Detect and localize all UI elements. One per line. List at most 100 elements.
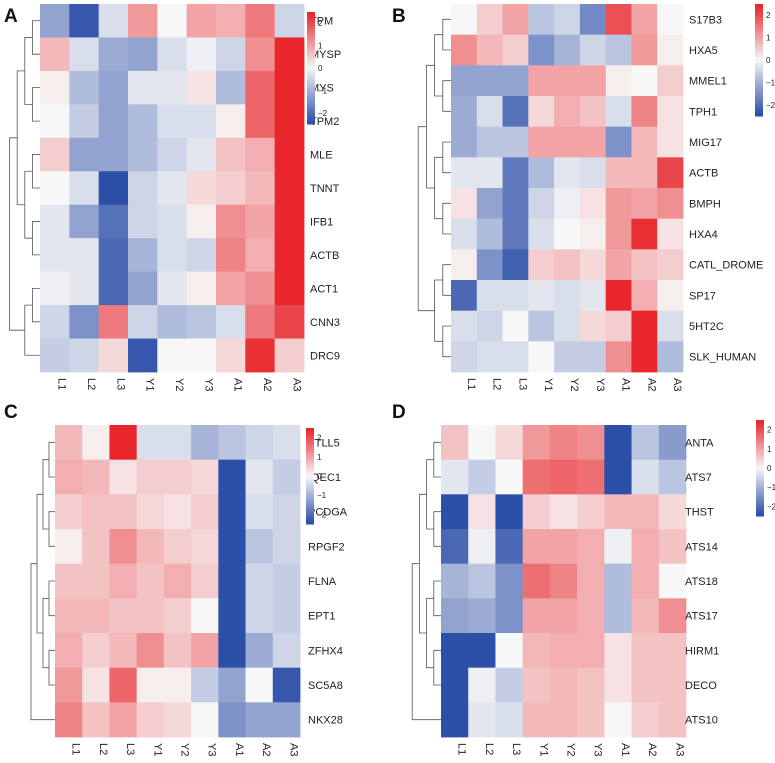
heatmap-cell [40,338,70,373]
panel-a: A TPM MYSP MYS TPM2 MLE TNNT IFB1 ACTB ACT1 CNN3 DR… [4,4,341,391]
legend-swatch [756,484,764,488]
heatmap-cell [522,598,551,634]
legend-swatch [306,435,314,439]
legend-swatch [306,437,314,441]
legend-swatch [306,478,314,482]
heatmap-cell [554,126,581,158]
legend-swatch [756,439,764,443]
heatmap-cell [476,157,503,189]
dendrogram-branch [24,170,33,239]
heatmap-cell [40,4,70,38]
legend-swatch [755,34,763,39]
dendrogram-branch [434,156,443,220]
heatmap-cell [136,459,165,495]
heatmap-cell [441,529,469,565]
legend-swatch [755,51,763,55]
heatmap-cell [98,204,129,239]
row-label: ATS18 [685,576,718,588]
heatmap-cell [441,598,469,634]
column-label: A1 [232,378,244,391]
legend-swatch [307,98,315,103]
heatmap-cell [528,157,555,189]
column-label: L3 [124,743,136,755]
dendrogram-branch [417,126,435,312]
legend-swatch [306,468,314,472]
legend-swatch [307,14,315,19]
column-label: Y1 [151,743,163,756]
heatmap-cell [245,702,274,738]
legend-swatch [306,502,314,506]
row-label: NKX28 [308,715,343,727]
heatmap-cell [245,425,274,461]
heatmap-cell [272,702,301,738]
heatmap-cell [495,494,524,530]
legend-tick-label: −2 [767,502,775,511]
row-label: SP17 [689,290,716,302]
legend-swatch [756,487,764,491]
legend-swatch [756,422,764,426]
heatmap-cell [245,137,276,172]
dendrogram-branch [411,563,441,721]
heatmap-cell [605,4,632,36]
heatmap-cell [216,238,246,273]
row-label: ANTA [685,437,714,449]
legend-swatch [306,516,314,520]
legend-swatch [307,51,315,55]
legend-swatch [755,107,763,111]
heatmap-cell [163,633,192,669]
legend-swatch [306,464,314,467]
heatmap-cell [186,238,217,273]
heatmap-cell [245,338,276,373]
heatmap-cell [476,188,503,220]
heatmap-cell [605,280,632,312]
heatmap-cell [604,459,632,495]
heatmap-cell [468,563,496,599]
legend-swatch [307,101,315,105]
heatmap-cell [69,305,100,339]
panel-letter: A [4,6,18,27]
heatmap-cell [136,425,165,461]
row-label: ACTB [689,168,718,180]
heatmap-cell [495,667,524,703]
heatmap-cell [579,310,607,342]
heatmap-cell [272,563,301,599]
heatmap-cell [216,338,246,373]
heatmap-cell [476,218,503,250]
legend-swatch [755,20,763,25]
heatmap-cell [528,65,555,97]
heatmap-cell [579,65,607,97]
heatmap-cell [186,137,217,172]
heatmap-cell [69,37,100,72]
heatmap-cell [82,563,110,599]
heatmap-cell [658,494,687,530]
heatmap-cell [554,310,581,342]
legend-swatch [306,509,314,513]
legend-swatch [306,490,314,494]
heatmap-cell [216,171,246,206]
heatmap-cell [109,563,138,599]
legend-swatch [756,458,764,462]
heatmap-cell [657,34,684,66]
dendrogram-branch [32,20,40,55]
row-label: HXA4 [689,229,718,241]
legend-tick-label: −2 [318,109,328,118]
legend-swatch [755,62,763,67]
column-label: Y2 [179,743,191,756]
heatmap-cell [157,204,188,239]
legend-swatch [306,483,314,487]
legend-tick-label: 1 [318,42,323,51]
dendrogram-branch [9,137,25,331]
legend-swatch [307,62,315,66]
heatmap-cell [451,218,478,250]
heatmap-cell [128,4,158,38]
heatmap-cell [69,204,100,239]
heatmap-cell [157,171,188,206]
heatmap-cell [40,104,70,139]
heatmap-cell [502,4,529,36]
heatmap-cell [549,702,578,738]
legend-swatch [307,28,315,33]
panel-d: D ANTA ATS7 THST ATS14 ATS18 ATS17 HIRM1 DECO ATS… [392,402,775,756]
heatmap-cell [577,667,605,703]
legend-swatch [755,32,763,36]
dendrogram-branch [36,493,43,634]
